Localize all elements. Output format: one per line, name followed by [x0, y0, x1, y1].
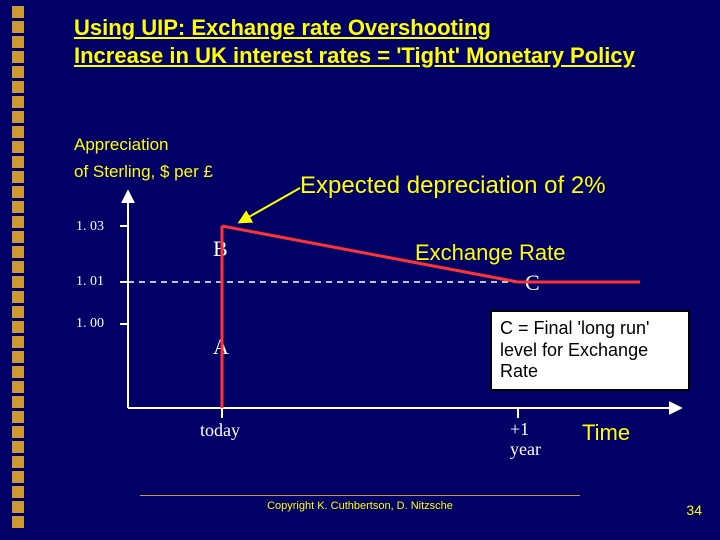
x-axis-title-time: Time — [582, 420, 630, 446]
slide: Using UIP: Exchange rate Overshooting In… — [0, 0, 720, 540]
x-label-today: today — [200, 420, 240, 441]
callout-box-c-text: C = Final 'long run' level for Exchange … — [500, 318, 649, 381]
point-label-b: B — [213, 236, 228, 262]
footer-rule — [140, 495, 580, 496]
y-tick-1.01: 1. 01 — [76, 274, 104, 290]
y-axis-label-2: of Sterling, $ per £ — [74, 162, 213, 182]
title-line-1: Using UIP: Exchange rate Overshooting — [74, 14, 635, 42]
footer: Copyright K. Cuthbertson, D. Nitzsche — [0, 495, 720, 512]
copyright-text: Copyright K. Cuthbertson, D. Nitzsche — [267, 500, 453, 512]
title-block: Using UIP: Exchange rate Overshooting In… — [74, 14, 635, 69]
slide-number: 34 — [686, 502, 702, 518]
annotation-exchange-rate: Exchange Rate — [415, 240, 565, 266]
y-tick-1.00: 1. 00 — [76, 316, 104, 332]
callout-box-c: C = Final 'long run' level for Exchange … — [490, 310, 690, 391]
y-tick-1.03: 1. 03 — [76, 219, 104, 235]
point-label-c: C — [525, 270, 540, 296]
annotation-expected-depreciation: Expected depreciation of 2% — [300, 172, 606, 200]
title-line-2: Increase in UK interest rates = 'Tight' … — [74, 42, 635, 70]
x-label-plus1: +1 year — [510, 420, 541, 460]
point-label-a: A — [213, 334, 229, 360]
left-border-pattern — [0, 0, 36, 540]
overshooting-graph — [0, 0, 720, 540]
y-axis-label-1: Appreciation — [74, 135, 169, 155]
